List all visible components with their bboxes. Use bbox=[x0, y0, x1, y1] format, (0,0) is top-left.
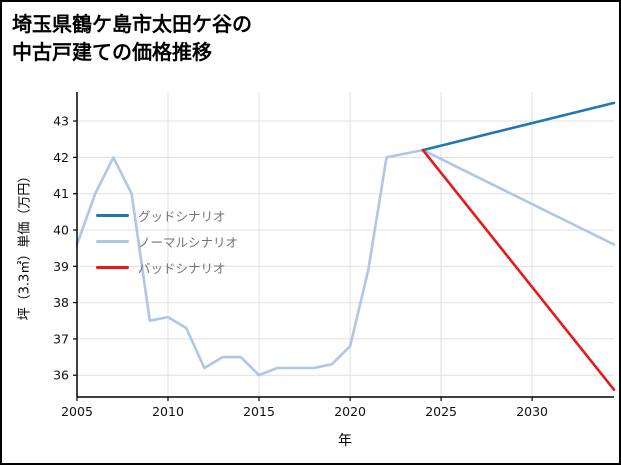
legend-label-bad: バッドシナリオ bbox=[138, 261, 226, 276]
x-tick-label: 2025 bbox=[425, 404, 457, 419]
y-tick-label: 38 bbox=[53, 295, 69, 310]
series-line-bad bbox=[421, 148, 616, 392]
x-axis-label: 年 bbox=[338, 433, 352, 449]
y-axis-label: 坪（3.3㎡）単価（万円） bbox=[17, 169, 33, 321]
y-tick-label: 41 bbox=[53, 186, 69, 201]
y-tick-label: 42 bbox=[53, 150, 69, 165]
legend-label-normal: ノーマルシナリオ bbox=[138, 235, 239, 250]
x-tick-label: 2015 bbox=[243, 404, 275, 419]
legend: グッドシナリオ ノーマルシナリオ バッドシナリオ bbox=[96, 207, 238, 276]
legend-line-good bbox=[96, 214, 129, 217]
x-tick-label: 2020 bbox=[334, 404, 366, 419]
series-line-normal bbox=[75, 148, 616, 377]
series-line-good bbox=[421, 101, 616, 152]
legend-item-bad: バッドシナリオ bbox=[96, 259, 238, 276]
x-tick-label: 2005 bbox=[61, 404, 93, 419]
legend-label-good: グッドシナリオ bbox=[138, 209, 226, 224]
legend-line-normal bbox=[96, 240, 129, 243]
y-tick-label: 40 bbox=[53, 223, 69, 238]
y-tick-label: 36 bbox=[53, 368, 69, 383]
x-tick-label: 2010 bbox=[152, 404, 184, 419]
y-tick-label: 37 bbox=[53, 331, 69, 346]
y-tick-label: 39 bbox=[53, 259, 69, 274]
legend-line-bad bbox=[96, 266, 129, 269]
chart-title: 埼玉県鶴ケ島市太田ケ谷の 中古戸建ての価格推移 bbox=[12, 12, 252, 64]
legend-item-normal: ノーマルシナリオ bbox=[96, 233, 238, 250]
legend-item-good: グッドシナリオ bbox=[96, 207, 238, 224]
x-tick-label: 2030 bbox=[516, 404, 548, 419]
y-tick-label: 43 bbox=[53, 114, 69, 129]
